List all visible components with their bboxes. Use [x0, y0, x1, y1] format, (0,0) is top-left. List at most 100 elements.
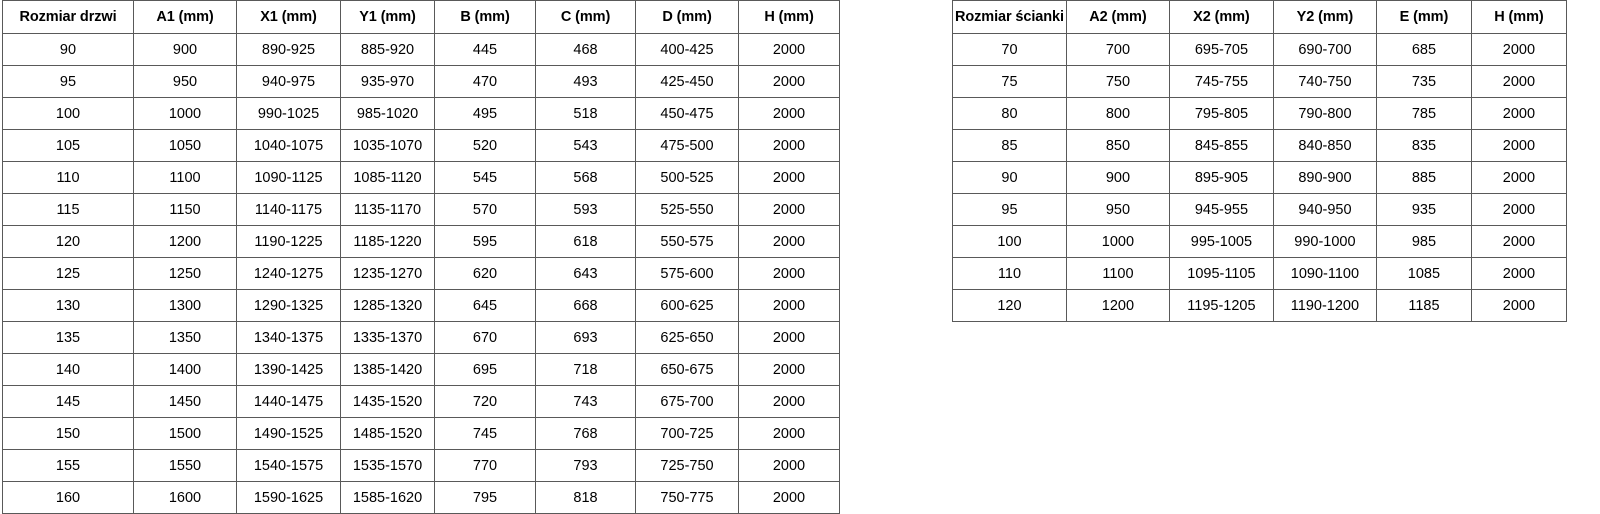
table-cell: 650-675: [635, 353, 739, 386]
table-cell: 2000: [738, 353, 840, 386]
table-cell: 793: [535, 449, 636, 482]
table-cell: 1500: [133, 417, 237, 450]
walls-specification-table: Rozmiar ścianki A2 (mm) X2 (mm) Y2 (mm) E (m…: [952, 0, 1567, 322]
table-cell: 745-755: [1168, 65, 1274, 98]
table-row: 130 1300 1290-1325 1285-1320 645 668 600-625 20…: [2, 289, 840, 322]
table-cell: 2000: [738, 33, 840, 66]
table-cell: 790-800: [1272, 97, 1377, 130]
table-cell: 1190-1200: [1272, 289, 1377, 322]
table-cell: 950: [133, 65, 237, 98]
table-cell: 1440-1475: [236, 385, 341, 418]
table-cell: 595: [434, 225, 536, 258]
table-cell: 620: [434, 257, 536, 290]
table-cell: 2000: [1470, 289, 1567, 322]
table-cell: 740-750: [1272, 65, 1377, 98]
table-cell: 768: [535, 417, 636, 450]
table-cell: 935: [1375, 193, 1472, 226]
table-row: 145 1450 1440-1475 1435-1520 720 743 675-700 20…: [2, 385, 840, 418]
table-row: 70 700 695-705 690-700 685 2000: [952, 33, 1567, 66]
table-cell: 568: [535, 161, 636, 194]
column-header: C (mm): [535, 0, 636, 34]
walls-table-container: Rozmiar ścianki A2 (mm) X2 (mm) Y2 (mm) E (m…: [952, 0, 1567, 322]
table-cell: 2000: [738, 385, 840, 418]
table-cell: 1285-1320: [340, 289, 435, 322]
table-cell: 543: [535, 129, 636, 162]
table-cell: 1235-1270: [340, 257, 435, 290]
table-cell: 1035-1070: [340, 129, 435, 162]
table-cell: 1490-1525: [236, 417, 341, 450]
table-cell: 1050: [133, 129, 237, 162]
table-cell: 1450: [133, 385, 237, 418]
column-header: H (mm): [1470, 0, 1567, 34]
table-cell: 725-750: [635, 449, 739, 482]
table-row: 140 1400 1390-1425 1385-1420 695 718 650-675 20…: [2, 353, 840, 386]
column-header: A1 (mm): [133, 0, 237, 34]
table-row: 160 1600 1590-1625 1585-1620 795 818 750-775 20…: [2, 481, 840, 514]
table-cell: 643: [535, 257, 636, 290]
table-cell: 2000: [738, 65, 840, 98]
table-cell: 935-970: [340, 65, 435, 98]
table-cell: 718: [535, 353, 636, 386]
table-cell: 770: [434, 449, 536, 482]
table-cell: 470: [434, 65, 536, 98]
table-cell: 900: [133, 33, 237, 66]
table-cell: 130: [2, 289, 134, 322]
table-cell: 105: [2, 129, 134, 162]
table-cell: 850: [1065, 129, 1170, 162]
walls-table-body: 70 700 695-705 690-700 685 2000 75 750 745-755 74…: [952, 33, 1567, 322]
table-cell: 990-1025: [236, 97, 341, 130]
table-cell: 570: [434, 193, 536, 226]
table-cell: 720: [434, 385, 536, 418]
table-cell: 1090-1125: [236, 161, 341, 194]
table-cell: 675-700: [635, 385, 739, 418]
table-cell: 990-1000: [1272, 225, 1377, 258]
table-cell: 618: [535, 225, 636, 258]
table-cell: 90: [952, 161, 1067, 194]
table-cell: 400-425: [635, 33, 739, 66]
table-row: 125 1250 1240-1275 1235-1270 620 643 575-600 20…: [2, 257, 840, 290]
table-row: 75 750 745-755 740-750 735 2000: [952, 65, 1567, 98]
doors-table-container: Rozmiar drzwi A1 (mm) X1 (mm) Y1 (mm) B (mm)…: [2, 0, 840, 514]
table-cell: 75: [952, 65, 1067, 98]
table-cell: 2000: [738, 129, 840, 162]
table-cell: 145: [2, 385, 134, 418]
table-row: 90 900 895-905 890-900 885 2000: [952, 161, 1567, 194]
table-cell: 1600: [133, 481, 237, 514]
table-cell: 140: [2, 353, 134, 386]
table-row: 90 900 890-925 885-920 445 468 400-425 2000: [2, 33, 840, 66]
table-cell: 1185: [1375, 289, 1472, 322]
table-row: 100 1000 995-1005 990-1000 985 2000: [952, 225, 1567, 258]
walls-table-header: Rozmiar ścianki A2 (mm) X2 (mm) Y2 (mm) E (m…: [952, 0, 1567, 34]
table-cell: 85: [952, 129, 1067, 162]
table-cell: 1185-1220: [340, 225, 435, 258]
table-cell: 1590-1625: [236, 481, 341, 514]
doors-specification-table: Rozmiar drzwi A1 (mm) X1 (mm) Y1 (mm) B (mm)…: [2, 0, 840, 514]
table-cell: 100: [952, 225, 1067, 258]
table-cell: 645: [434, 289, 536, 322]
table-cell: 1240-1275: [236, 257, 341, 290]
table-cell: 500-525: [635, 161, 739, 194]
table-cell: 2000: [1470, 65, 1567, 98]
table-cell: 1385-1420: [340, 353, 435, 386]
table-cell: 1550: [133, 449, 237, 482]
table-header-row: Rozmiar ścianki A2 (mm) X2 (mm) Y2 (mm) E (m…: [952, 0, 1567, 34]
table-cell: 685: [1375, 33, 1472, 66]
table-cell: 1000: [1065, 225, 1170, 258]
column-header: X1 (mm): [236, 0, 341, 34]
table-cell: 1535-1570: [340, 449, 435, 482]
table-cell: 550-575: [635, 225, 739, 258]
doors-table-header: Rozmiar drzwi A1 (mm) X1 (mm) Y1 (mm) B (mm)…: [2, 0, 840, 34]
table-cell: 668: [535, 289, 636, 322]
table-cell: 818: [535, 481, 636, 514]
table-cell: 593: [535, 193, 636, 226]
table-cell: 600-625: [635, 289, 739, 322]
table-cell: 2000: [738, 321, 840, 354]
table-cell: 545: [434, 161, 536, 194]
table-cell: 115: [2, 193, 134, 226]
table-cell: 1300: [133, 289, 237, 322]
table-cell: 95: [952, 193, 1067, 226]
table-cell: 2000: [738, 289, 840, 322]
table-cell: 2000: [738, 161, 840, 194]
table-cell: 1540-1575: [236, 449, 341, 482]
table-cell: 493: [535, 65, 636, 98]
